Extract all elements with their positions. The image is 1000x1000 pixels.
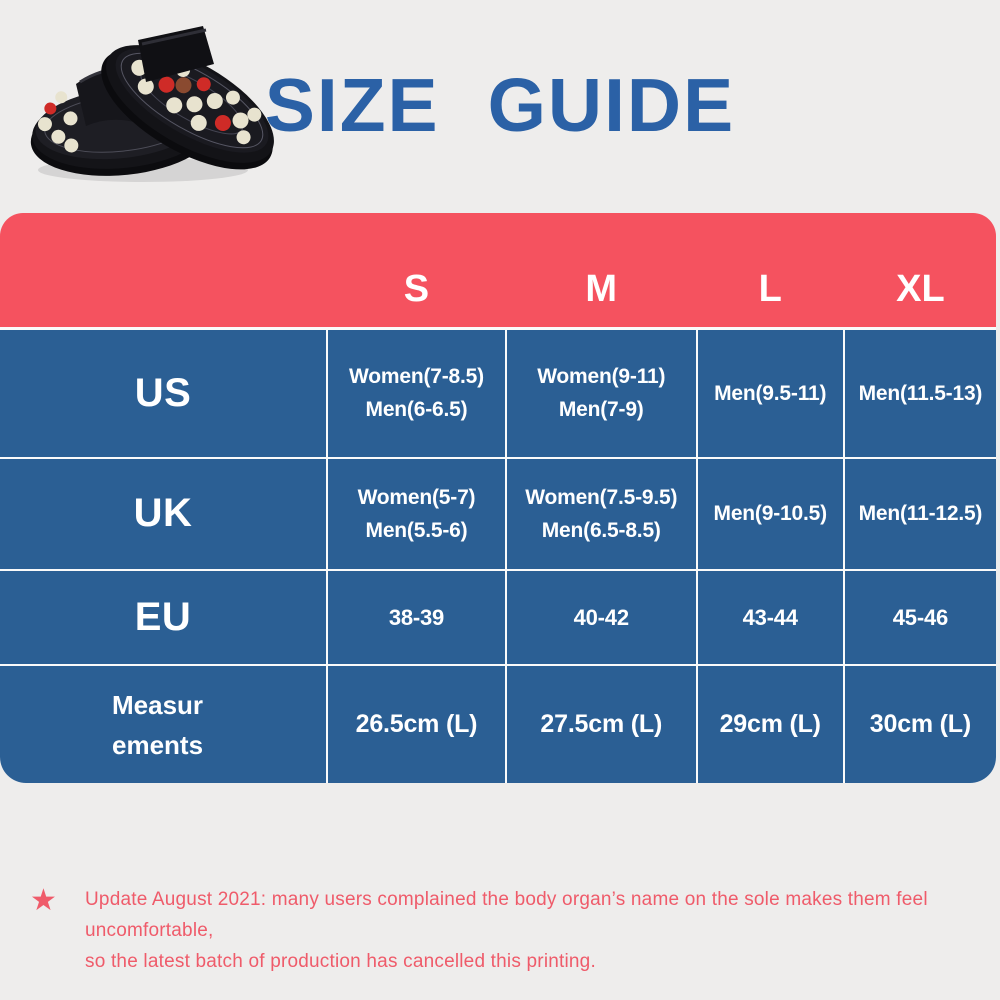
- row-label-text: Measur ements: [112, 689, 204, 760]
- size-guide-table: S M L XL US Women(7-8.5) Men(6-6.5) Wome…: [0, 213, 996, 783]
- cell-us-s: Women(7-8.5) Men(6-6.5): [328, 330, 505, 457]
- table-body: US Women(7-8.5) Men(6-6.5) Women(9-11) M…: [0, 327, 996, 783]
- cell-text: Men(6.5-8.5): [541, 518, 661, 542]
- cell-measurements-s: 26.5cm (L): [328, 666, 505, 783]
- cell-us-m: Women(9-11) Men(7-9): [506, 330, 696, 457]
- cell-text: Women(7-8.5): [349, 365, 484, 389]
- update-note-text: Update August 2021: many users complaine…: [85, 884, 980, 977]
- cell-text: Women(5-7): [357, 485, 476, 509]
- cell-text: Men(11-12.5): [858, 502, 983, 526]
- note-line-2: so the latest batch of production has ca…: [85, 951, 596, 972]
- cell-us-xl: Men(11.5-13): [844, 330, 996, 457]
- cell-text: Women(7.5-9.5): [525, 485, 678, 509]
- update-note: ★ Update August 2021: many users complai…: [30, 884, 980, 977]
- cell-text: 29cm (L): [719, 710, 821, 739]
- row-label-uk: UK: [0, 458, 327, 570]
- product-image-slippers-icon: [30, 26, 274, 182]
- title-word-guide: GUIDE: [487, 63, 736, 147]
- cell-text: Men(7-9): [558, 398, 644, 422]
- row-label-eu: EU: [0, 571, 327, 665]
- header-cell-m: M: [585, 267, 618, 310]
- cell-uk-l: Men(9-10.5): [697, 458, 843, 570]
- cell-text: 27.5cm (L): [540, 710, 663, 739]
- page-title: SIZE GUIDE: [0, 62, 1000, 148]
- title-word-size: SIZE: [264, 63, 440, 147]
- cell-measurements-l: 29cm (L): [697, 666, 843, 783]
- cell-text: 26.5cm (L): [355, 710, 478, 739]
- star-icon: ★: [30, 884, 57, 917]
- cell-us-l: Men(9.5-11): [697, 330, 843, 457]
- header-cell-xl: XL: [896, 267, 945, 310]
- row-label-measurements: Measur ements: [0, 666, 327, 783]
- cell-eu-xl: 45-46: [844, 571, 996, 665]
- cell-measurements-m: 27.5cm (L): [506, 666, 696, 783]
- cell-uk-xl: Men(11-12.5): [844, 458, 996, 570]
- cell-text: Men(9-10.5): [713, 502, 828, 526]
- header-cell-empty: [0, 251, 326, 327]
- cell-measurements-xl: 30cm (L): [844, 666, 996, 783]
- cell-uk-m: Women(7.5-9.5) Men(6.5-8.5): [506, 458, 696, 570]
- header-cell-l: L: [758, 267, 782, 310]
- cell-text: 40-42: [573, 605, 629, 631]
- header-cell-s: S: [403, 267, 430, 310]
- cell-text: Men(11.5-13): [858, 381, 983, 405]
- cell-text: Men(9.5-11): [714, 381, 827, 405]
- cell-text: 38-39: [388, 605, 445, 631]
- cell-text: Men(6-6.5): [365, 398, 468, 422]
- cell-eu-s: 38-39: [328, 571, 505, 665]
- cell-uk-s: Women(5-7) Men(5.5-6): [328, 458, 505, 570]
- cell-eu-m: 40-42: [506, 571, 696, 665]
- cell-text: Women(9-11): [537, 365, 666, 389]
- cell-text: 43-44: [742, 605, 798, 631]
- table-header-row: S M L XL: [0, 213, 996, 327]
- cell-text: Men(5.5-6): [365, 518, 468, 542]
- cell-text: 30cm (L): [869, 710, 972, 739]
- row-label-us: US: [0, 330, 327, 457]
- cell-eu-l: 43-44: [697, 571, 843, 665]
- cell-text: 45-46: [892, 605, 949, 631]
- note-line-1: Update August 2021: many users complaine…: [85, 889, 928, 941]
